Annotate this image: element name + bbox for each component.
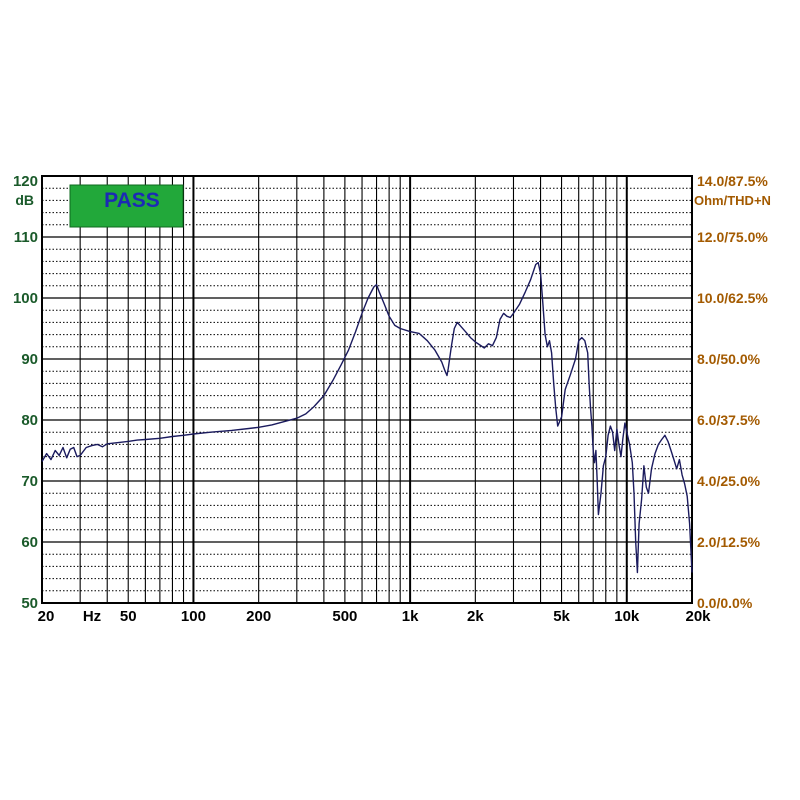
y2-tick-label: 4.0/25.0%	[697, 473, 761, 489]
y2-tick-label: 14.0/87.5%	[697, 173, 768, 189]
x-tick-label: 1k	[402, 608, 419, 625]
y2-tick-label: 12.0/75.0%	[697, 229, 768, 245]
x-tick-label: 20k	[685, 608, 711, 625]
y-axis-unit: dB	[15, 192, 34, 208]
y2-tick-label: 6.0/37.5%	[697, 412, 761, 428]
y-tick-label: 100	[13, 290, 38, 307]
x-tick-label: 200	[246, 608, 271, 625]
y-tick-label: 110	[14, 229, 38, 246]
x-tick-label: 5k	[553, 608, 570, 625]
y-tick-label: 80	[21, 412, 38, 429]
pass-badge-box	[69, 184, 184, 228]
y2-axis-unit: Ohm/THD+N	[694, 193, 771, 208]
x-tick-label: 10k	[614, 608, 640, 625]
x-axis-unit: Hz	[83, 608, 101, 625]
x-axis-ticks: 20 50 100 200 500 1k 2k 5k 10k 20k	[38, 608, 712, 625]
y-tick-label: 70	[21, 473, 38, 490]
y-tick-label: 90	[21, 351, 38, 368]
y-axis-ticks: 50 60 70 80 90 100 110 120	[13, 173, 38, 612]
y2-axis-ticks: 0.0/0.0% 2.0/12.5% 4.0/25.0% 6.0/37.5% 8.0/5…	[697, 173, 768, 611]
x-tick-label: 100	[181, 608, 206, 625]
pass-badge: PASS	[69, 184, 184, 228]
y-tick-label: 50	[21, 595, 38, 612]
y-tick-label: 60	[21, 534, 38, 551]
y-tick-label: 120	[13, 173, 38, 190]
spl-curve	[41, 261, 693, 574]
x-tick-label: 500	[332, 608, 357, 625]
y2-tick-label: 10.0/62.5%	[697, 290, 768, 306]
pass-badge-label: PASS	[104, 189, 160, 212]
y2-tick-label: 2.0/12.5%	[697, 534, 761, 550]
y2-tick-label: 0.0/0.0%	[697, 595, 753, 611]
x-tick-label: 20	[38, 608, 55, 625]
plot-frame	[41, 175, 693, 604]
y2-tick-label: 8.0/50.0%	[697, 351, 761, 367]
x-tick-label: 50	[120, 608, 137, 625]
x-tick-label: 2k	[467, 608, 484, 625]
